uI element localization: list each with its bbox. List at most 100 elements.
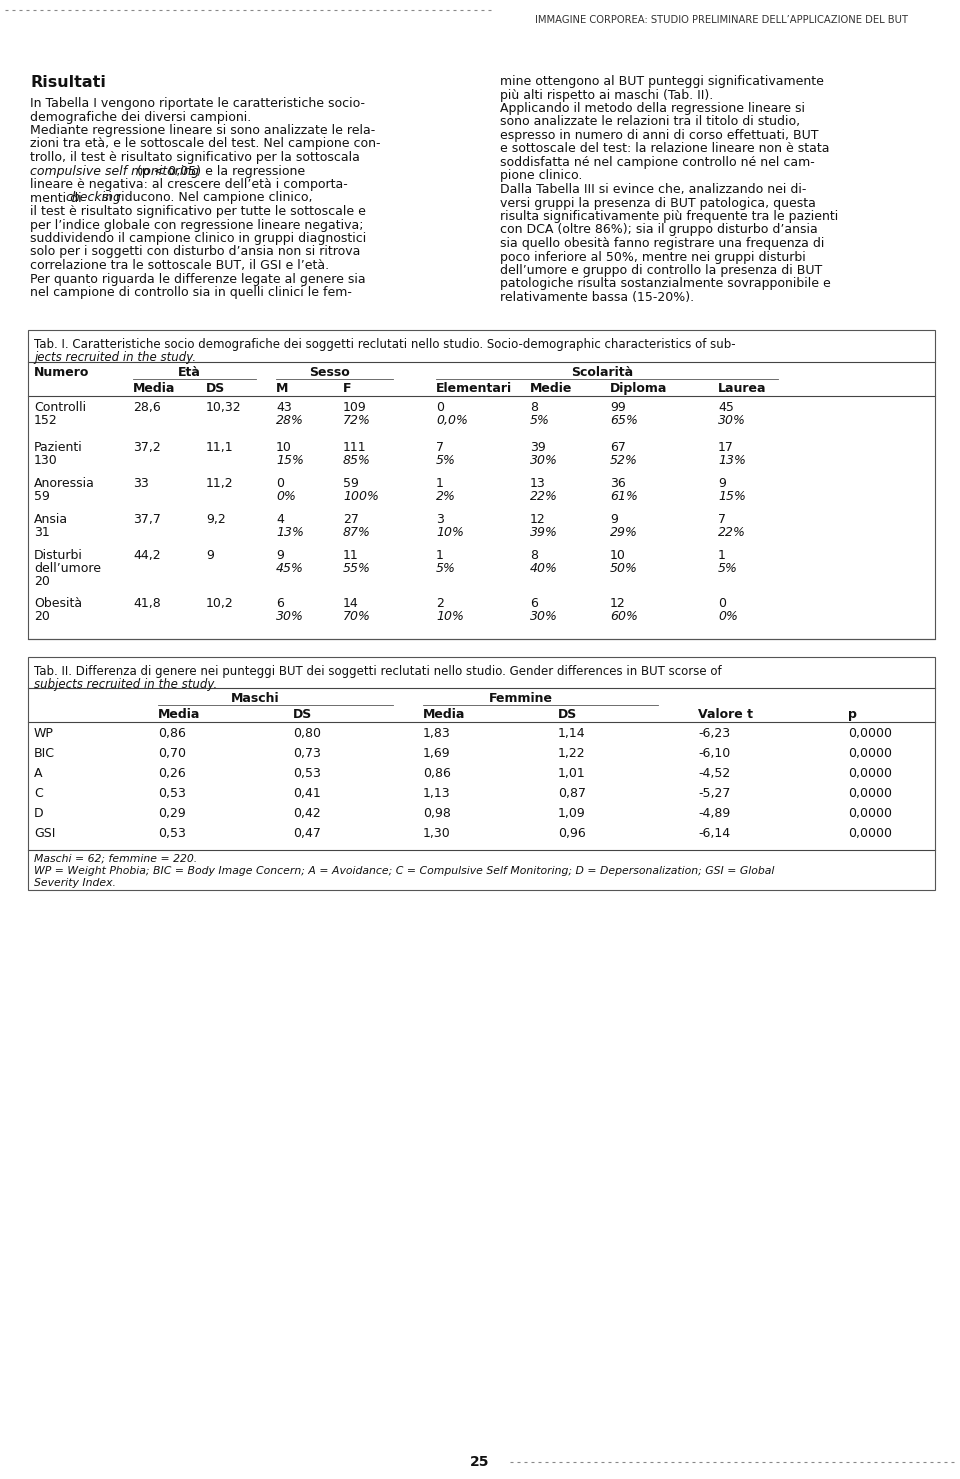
Text: Severity Index.: Severity Index. — [34, 879, 116, 887]
Text: 39%: 39% — [530, 527, 558, 538]
Text: In Tabella I vengono riportate le caratteristiche socio-: In Tabella I vengono riportate le caratt… — [30, 98, 365, 109]
Text: correlazione tra le sottoscale BUT, il GSI e l’età.: correlazione tra le sottoscale BUT, il G… — [30, 259, 329, 272]
Text: 1,83: 1,83 — [423, 728, 451, 740]
Text: Laurea: Laurea — [718, 382, 766, 395]
Text: zioni tra età, e le sottoscale del test. Nel campione con-: zioni tra età, e le sottoscale del test.… — [30, 138, 380, 151]
Text: 33: 33 — [133, 478, 149, 490]
Text: checking: checking — [66, 191, 122, 204]
Text: Pazienti: Pazienti — [34, 441, 83, 454]
Text: 0%: 0% — [276, 490, 296, 503]
Text: 5%: 5% — [718, 562, 738, 575]
Text: Numero: Numero — [34, 365, 89, 379]
Text: 0,80: 0,80 — [293, 728, 321, 740]
Text: 11: 11 — [343, 549, 359, 562]
Text: GSI: GSI — [34, 827, 56, 840]
Text: p: p — [848, 708, 857, 720]
Text: 1: 1 — [436, 478, 444, 490]
Text: compulsive self monitoring: compulsive self monitoring — [30, 164, 199, 177]
Text: soddisfatta né nel campione controllo né nel cam-: soddisfatta né nel campione controllo né… — [500, 155, 815, 169]
Text: Media: Media — [423, 708, 466, 720]
Text: dell’umore: dell’umore — [34, 562, 101, 575]
Text: 152: 152 — [34, 414, 58, 427]
Text: Per quanto riguarda le differenze legate al genere sia: Per quanto riguarda le differenze legate… — [30, 272, 366, 285]
Text: per l’indice globale con regressione lineare negativa;: per l’indice globale con regressione lin… — [30, 219, 364, 232]
Text: 2: 2 — [436, 598, 444, 609]
Text: 1,01: 1,01 — [558, 768, 586, 779]
Text: BIC: BIC — [34, 747, 55, 760]
Text: 61%: 61% — [610, 490, 637, 503]
Text: 7: 7 — [436, 441, 444, 454]
Text: 0,0000: 0,0000 — [848, 768, 892, 779]
Text: 45: 45 — [718, 401, 733, 414]
Text: Mediante regressione lineare si sono analizzate le rela-: Mediante regressione lineare si sono ana… — [30, 124, 375, 138]
Text: 30%: 30% — [530, 454, 558, 467]
Text: 0,0000: 0,0000 — [848, 728, 892, 740]
Text: 59: 59 — [343, 478, 359, 490]
Text: Femmine: Femmine — [489, 692, 553, 705]
Bar — [28, 657, 935, 890]
Text: 55%: 55% — [343, 562, 371, 575]
Text: 1,22: 1,22 — [558, 747, 586, 760]
Text: 29%: 29% — [610, 527, 637, 538]
Text: 0: 0 — [276, 478, 284, 490]
Text: 85%: 85% — [343, 454, 371, 467]
Text: Maschi: Maschi — [231, 692, 279, 705]
Text: DS: DS — [558, 708, 577, 720]
Text: 2%: 2% — [436, 490, 456, 503]
Text: 10,2: 10,2 — [206, 598, 233, 609]
Text: relativamente bassa (15-20%).: relativamente bassa (15-20%). — [500, 291, 694, 305]
Text: 9,2: 9,2 — [206, 513, 226, 527]
Text: Medie: Medie — [530, 382, 572, 395]
Text: IMMAGINE CORPOREA: STUDIO PRELIMINARE DELL’APPLICAZIONE DEL BUT: IMMAGINE CORPOREA: STUDIO PRELIMINARE DE… — [535, 15, 908, 25]
Text: 0,86: 0,86 — [423, 768, 451, 779]
Text: WP = Weight Phobia; BIC = Body Image Concern; A = Avoidance; C = Compulsive Self: WP = Weight Phobia; BIC = Body Image Con… — [34, 867, 775, 876]
Text: Media: Media — [133, 382, 176, 395]
Text: 0,53: 0,53 — [158, 787, 186, 800]
Text: 1,69: 1,69 — [423, 747, 450, 760]
Text: 41,8: 41,8 — [133, 598, 160, 609]
Text: 37,2: 37,2 — [133, 441, 160, 454]
Text: poco inferiore al 50%, mentre nei gruppi disturbi: poco inferiore al 50%, mentre nei gruppi… — [500, 250, 805, 263]
Text: 15%: 15% — [718, 490, 746, 503]
Text: 0,41: 0,41 — [293, 787, 321, 800]
Text: sia quello obesità fanno registrare una frequenza di: sia quello obesità fanno registrare una … — [500, 237, 825, 250]
Text: 9: 9 — [206, 549, 214, 562]
Text: 13: 13 — [530, 478, 545, 490]
Text: pione clinico.: pione clinico. — [500, 170, 583, 182]
Text: 100%: 100% — [343, 490, 379, 503]
Text: 1,30: 1,30 — [423, 827, 451, 840]
Text: più alti rispetto ai maschi (Tab. II).: più alti rispetto ai maschi (Tab. II). — [500, 89, 713, 102]
Text: 10%: 10% — [436, 527, 464, 538]
Text: -6,10: -6,10 — [698, 747, 731, 760]
Text: 30%: 30% — [276, 609, 304, 623]
Text: 0,0000: 0,0000 — [848, 747, 892, 760]
Text: menti di: menti di — [30, 191, 85, 204]
Text: 22%: 22% — [718, 527, 746, 538]
Text: 65%: 65% — [610, 414, 637, 427]
Text: Scolarità: Scolarità — [571, 365, 633, 379]
Text: suddividendo il campione clinico in gruppi diagnostici: suddividendo il campione clinico in grup… — [30, 232, 367, 246]
Text: 5%: 5% — [436, 454, 456, 467]
Text: 0,42: 0,42 — [293, 808, 321, 819]
Text: Dalla Tabella III si evince che, analizzando nei di-: Dalla Tabella III si evince che, analizz… — [500, 183, 806, 197]
Text: 30%: 30% — [718, 414, 746, 427]
Text: nel campione di controllo sia in quelli clinici le fem-: nel campione di controllo sia in quelli … — [30, 285, 352, 299]
Text: risulta significativamente più frequente tra le pazienti: risulta significativamente più frequente… — [500, 210, 838, 223]
Text: 7: 7 — [718, 513, 726, 527]
Text: 1: 1 — [718, 549, 726, 562]
Text: 130: 130 — [34, 454, 58, 467]
Text: 17: 17 — [718, 441, 733, 454]
Text: subjects recruited in the study.: subjects recruited in the study. — [34, 677, 217, 691]
Text: patologiche risulta sostanzialmente sovrapponibile e: patologiche risulta sostanzialmente sovr… — [500, 278, 830, 290]
Text: 11,2: 11,2 — [206, 478, 233, 490]
Text: 1,13: 1,13 — [423, 787, 450, 800]
Text: (p < 0,05) e la regressione: (p < 0,05) e la regressione — [133, 164, 305, 177]
Text: 25: 25 — [470, 1455, 490, 1469]
Text: 30%: 30% — [530, 609, 558, 623]
Text: 0,0000: 0,0000 — [848, 827, 892, 840]
Text: 14: 14 — [343, 598, 359, 609]
Text: 0,70: 0,70 — [158, 747, 186, 760]
Text: 43: 43 — [276, 401, 292, 414]
Text: F: F — [343, 382, 351, 395]
Text: 111: 111 — [343, 441, 367, 454]
